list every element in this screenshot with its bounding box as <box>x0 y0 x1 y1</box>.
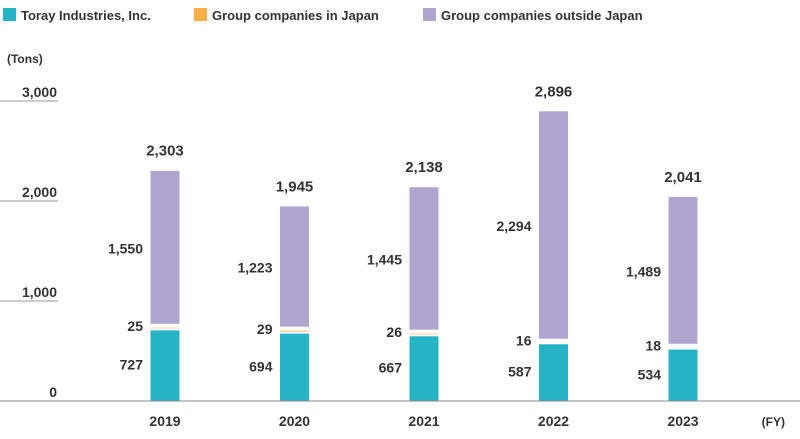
legend-label-outside: Group companies outside Japan <box>441 8 643 23</box>
x-tick-label: 2022 <box>538 413 569 429</box>
legend-label-toray: Toray Industries, Inc. <box>21 8 151 23</box>
legend-swatch-outside <box>423 8 436 21</box>
segment-label-japan: 18 <box>645 338 661 354</box>
y-tick-label: 2,000 <box>22 184 57 200</box>
x-axis-tick-labels: 2019 2020 2021 2022 2023 <box>149 413 698 429</box>
x-tick-label: 2021 <box>408 413 439 429</box>
segment-label-japan: 29 <box>257 321 273 337</box>
bar-segment-toray <box>539 344 568 401</box>
segment-label-outside: 1,550 <box>108 240 143 256</box>
bar-segment-japan <box>150 327 180 329</box>
y-tick-label: 0 <box>49 384 57 400</box>
y-tick-label: 3,000 <box>22 84 57 100</box>
bar-segment-toray <box>150 330 180 401</box>
x-axis-unit-label: (FY) <box>762 415 785 429</box>
segment-label-japan: 25 <box>127 318 143 334</box>
segment-label-outside: 2,294 <box>496 218 531 234</box>
y-axis-unit-label: (Tons) <box>7 52 43 66</box>
segment-label-japan: 26 <box>386 324 402 340</box>
segment-label-toray: 587 <box>508 364 532 380</box>
x-tick-label: 2023 <box>667 413 698 429</box>
x-tick-label: 2020 <box>279 413 310 429</box>
bar-segment-japan <box>409 333 439 335</box>
bar-segment-outside <box>668 196 698 344</box>
total-label: 2,041 <box>664 169 702 186</box>
segment-label-japan: 16 <box>516 333 532 349</box>
bar-segment-outside <box>539 111 568 339</box>
segment-label-toray: 534 <box>638 366 662 382</box>
y-tick-label: 1,000 <box>22 284 57 300</box>
bar-segment-japan <box>280 330 309 332</box>
bars <box>150 111 698 401</box>
bar-segment-toray <box>668 349 698 401</box>
bar-segment-toray <box>280 333 309 401</box>
bar-segment-toray <box>409 336 439 401</box>
legend: Toray Industries, Inc. Group companies i… <box>3 8 643 23</box>
total-label: 2,138 <box>405 159 443 176</box>
x-tick-label: 2019 <box>149 413 180 429</box>
y-axis: 0 1,000 2,000 3,000 <box>0 84 58 400</box>
legend-label-japan: Group companies in Japan <box>212 8 379 23</box>
bar-segment-outside <box>409 187 439 330</box>
bar-segment-outside <box>150 170 180 324</box>
segment-label-toray: 667 <box>379 360 403 376</box>
total-label: 2,896 <box>535 83 573 100</box>
segment-label-toray: 727 <box>120 357 144 373</box>
total-label: 1,945 <box>276 179 314 196</box>
legend-swatch-japan <box>194 8 207 21</box>
segment-label-outside: 1,489 <box>626 263 661 279</box>
total-label: 2,303 <box>146 143 184 160</box>
bar-segment-outside <box>280 206 309 327</box>
segment-label-toray: 694 <box>249 358 273 374</box>
segment-label-outside: 1,445 <box>367 251 402 267</box>
legend-swatch-toray <box>3 8 16 21</box>
segment-label-outside: 1,223 <box>237 260 272 276</box>
data-labels: 727 25 1,550 2,303 694 29 1,223 1,945 667 26 1,445… <box>108 83 702 382</box>
